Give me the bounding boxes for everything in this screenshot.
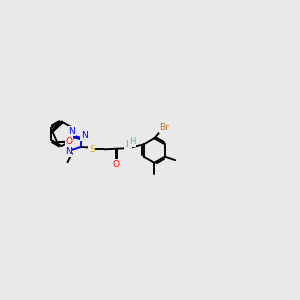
Text: N: N [81,131,88,140]
Text: H: H [129,137,135,146]
Text: O: O [65,136,72,146]
Text: S: S [89,145,95,154]
Text: N: N [65,147,71,156]
Text: Br: Br [160,124,170,133]
Text: O: O [112,160,119,169]
Text: N: N [68,127,75,136]
Text: N: N [125,140,132,149]
